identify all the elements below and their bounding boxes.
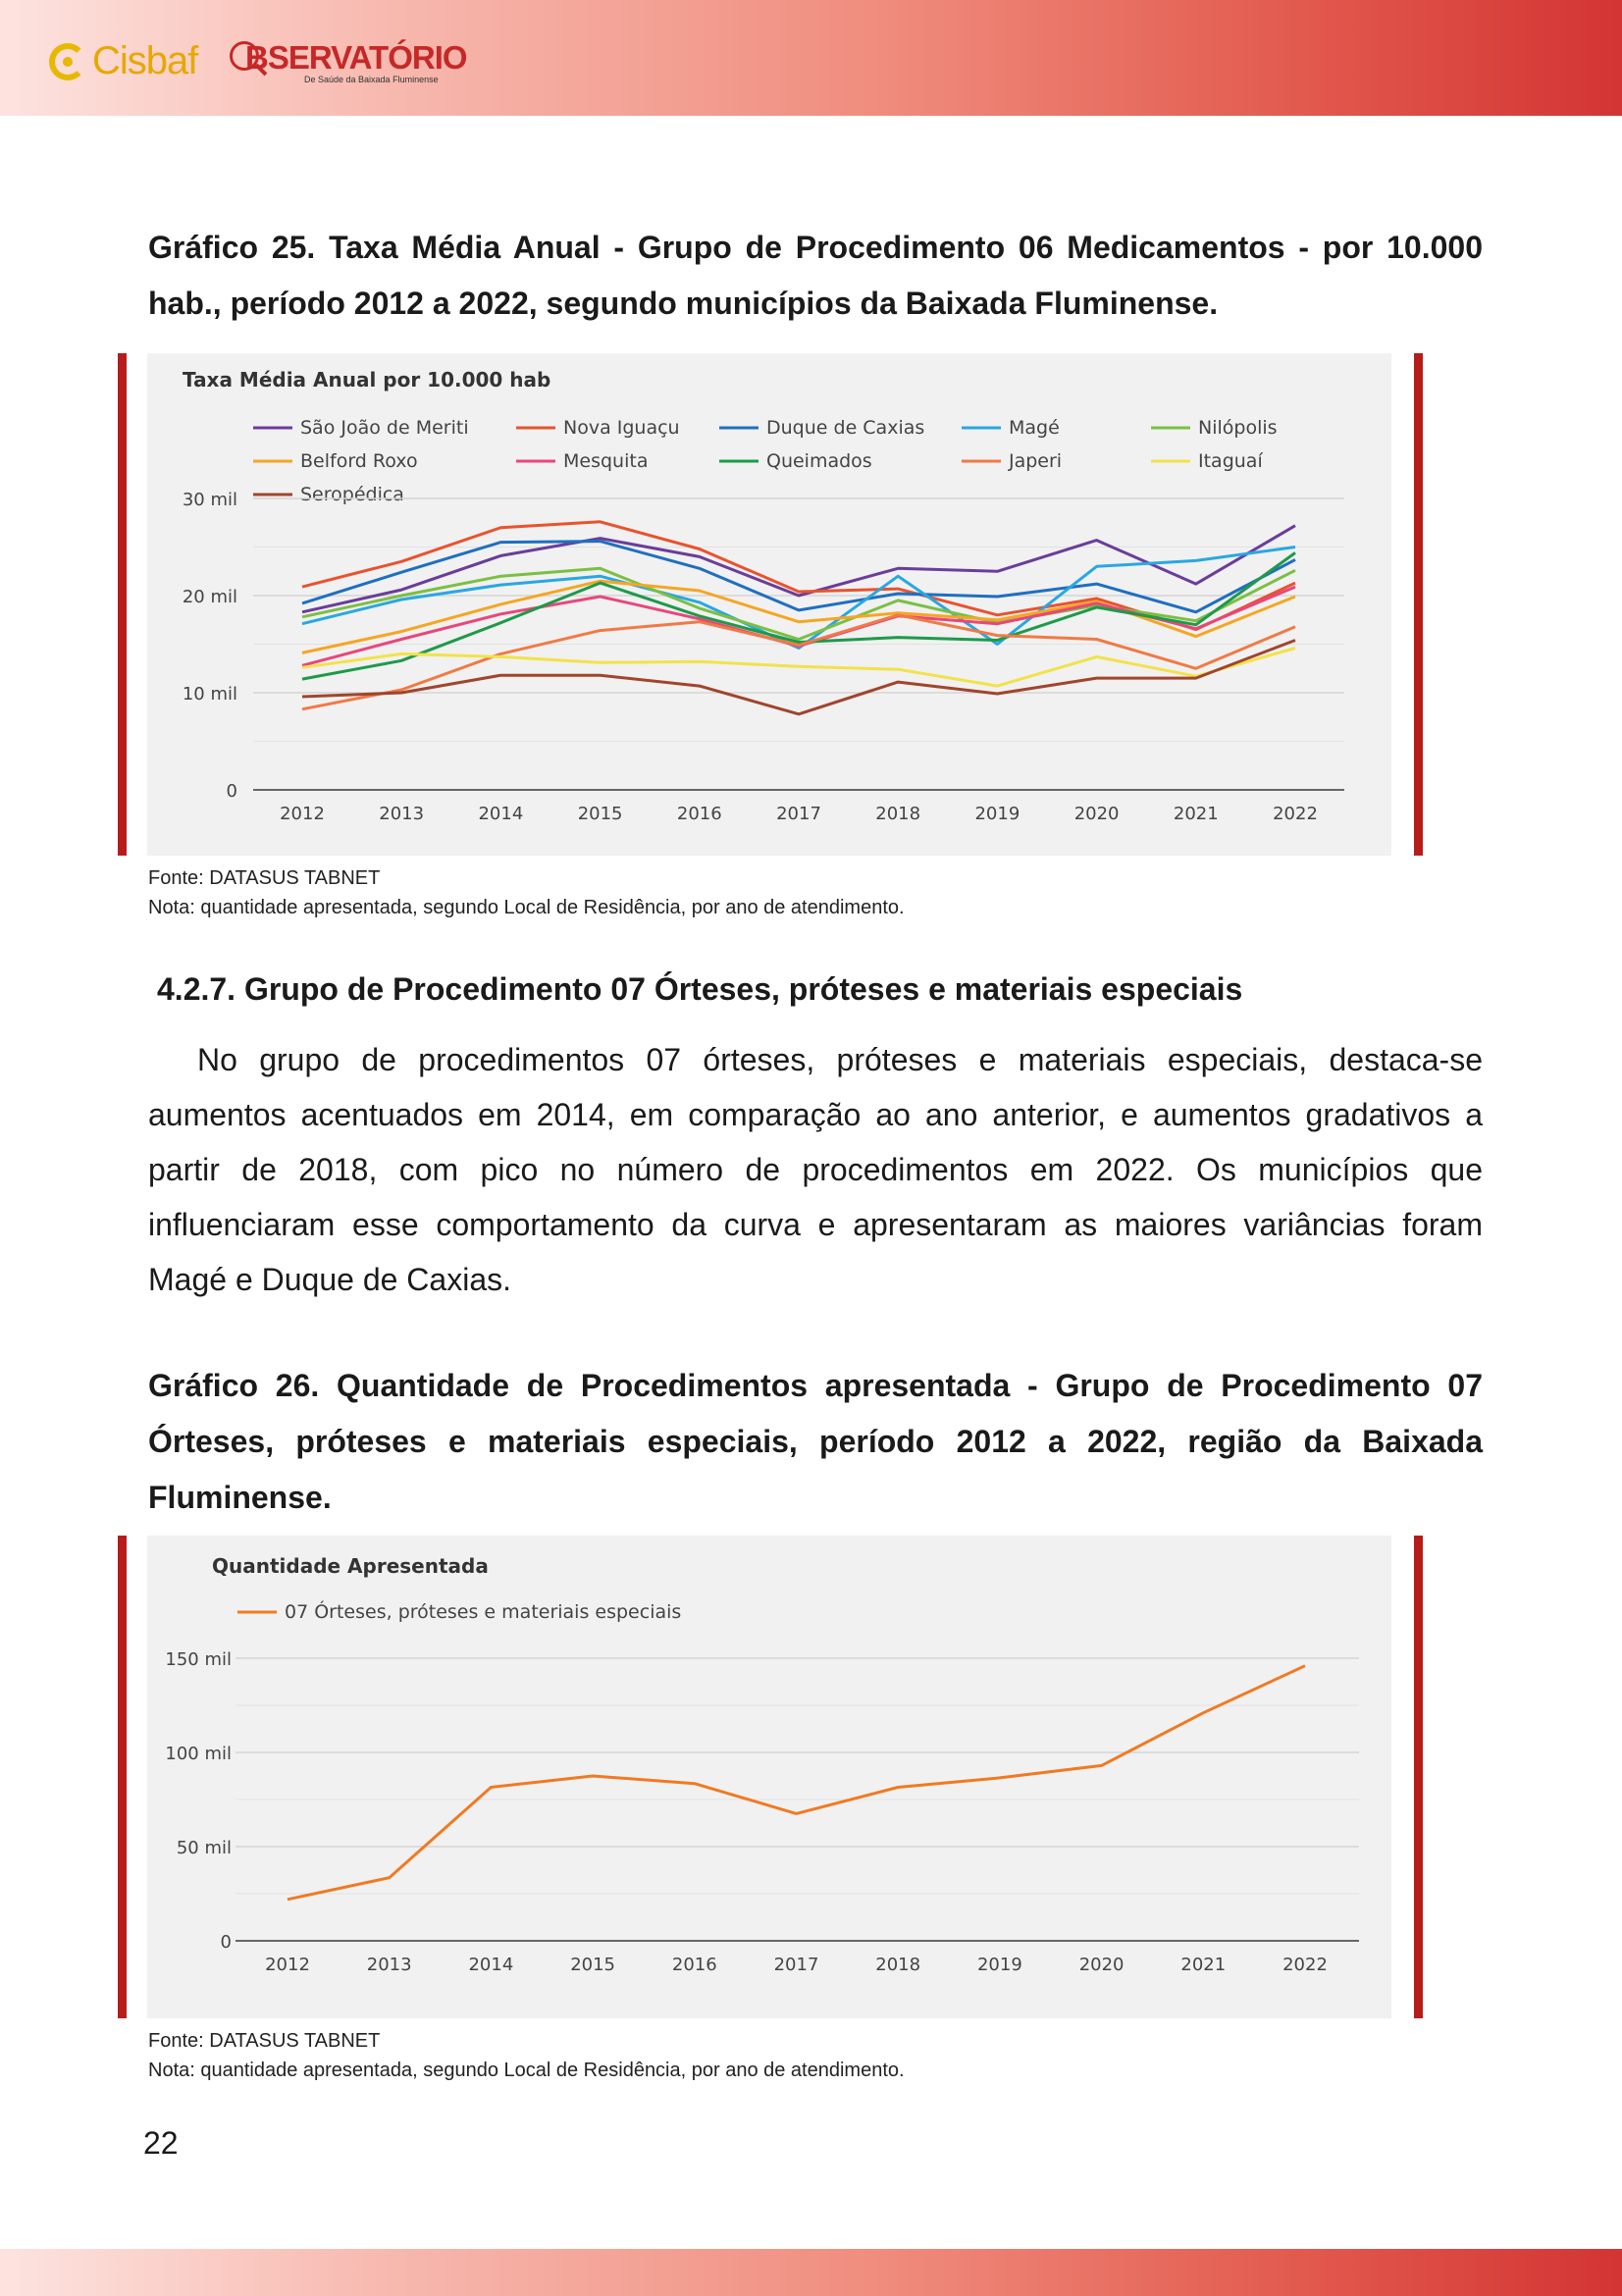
x-tick-label: 2015	[578, 804, 623, 824]
legend-label: Queimados	[766, 450, 872, 472]
figure25-caption: Gráfico 25. Taxa Média Anual - Grupo de …	[148, 230, 1483, 321]
series-line	[301, 540, 1296, 614]
y-tick-label: 50 mil	[177, 1838, 232, 1858]
cisbaf-logo-icon	[49, 42, 86, 80]
observatorio-logo-text: BSERVATÓRIO	[245, 39, 468, 76]
chart2-container: Quantidade Apresentada 07 Órteses, prótes…	[147, 1536, 1391, 2018]
series-line	[301, 566, 1296, 641]
chart-title: Quantidade Apresentada	[212, 1554, 489, 1578]
x-tick-label: 2020	[1074, 804, 1120, 824]
legend-label: 07 Órteses, próteses e materiais especia…	[285, 1599, 681, 1623]
x-tick-label: 2014	[468, 1955, 513, 1975]
figure26-source: Fonte: DATASUS TABNET	[148, 2030, 381, 2052]
chart2-svg: Quantidade Apresentada 07 Órteses, prótes…	[165, 1554, 1359, 1975]
figure26-caption: Gráfico 26. Quantidade de Procedimentos …	[148, 1368, 1483, 1515]
header-band	[0, 0, 1622, 116]
series-line	[301, 551, 1296, 681]
legend-label: Duque de Caxias	[766, 417, 924, 439]
x-tick-label: 2013	[379, 804, 424, 824]
footer-band	[0, 2249, 1622, 2296]
cisbaf-logo-text: Cisbaf	[92, 39, 198, 82]
figure25-source: Fonte: DATASUS TABNET	[148, 867, 381, 889]
y-tick-label: 0	[227, 781, 237, 802]
legend-label: São João de Meriti	[300, 417, 469, 439]
y-tick-label: 0	[221, 1932, 232, 1953]
x-tick-label: 2017	[774, 1955, 819, 1975]
y-tick-label: 20 mil	[183, 587, 237, 607]
legend-label: Seropédica	[300, 484, 404, 505]
legend-label: Itaguaí	[1198, 450, 1263, 472]
x-tick-label: 2022	[1273, 804, 1318, 824]
x-tick-label: 2019	[977, 1955, 1022, 1975]
legend-label: Nova Iguaçu	[563, 417, 680, 439]
x-tick-label: 2014	[478, 804, 523, 824]
legend-label: Magé	[1009, 417, 1060, 439]
x-tick-label: 2021	[1174, 804, 1219, 824]
x-tick-label: 2017	[776, 804, 821, 824]
legend-label: Belford Roxo	[300, 450, 418, 472]
chart-title: Taxa Média Anual por 10.000 hab	[183, 368, 550, 391]
observatorio-logo: BSERVATÓRIO De Saúde da Baixada Fluminen…	[230, 39, 468, 88]
x-tick-label: 2019	[974, 804, 1020, 824]
legend-label: Mesquita	[563, 450, 648, 472]
x-tick-label: 2016	[677, 804, 722, 824]
observatorio-logo-subtitle: De Saúde da Baixada Fluminense	[304, 75, 439, 84]
section-heading: 4.2.7. Grupo de Procedimento 07 Órteses,…	[157, 971, 1243, 1007]
x-tick-label: 2013	[367, 1955, 412, 1975]
chart1-svg: Taxa Média Anual por 10.000 hab São João …	[183, 368, 1344, 824]
figure25-frame	[118, 353, 1423, 856]
x-tick-label: 2012	[265, 1955, 310, 1975]
y-tick-label: 10 mil	[183, 684, 237, 704]
x-tick-label: 2016	[672, 1955, 717, 1975]
magnifier-icon	[230, 41, 259, 71]
legend-label: Nilópolis	[1198, 417, 1278, 439]
x-tick-label: 2018	[875, 1955, 920, 1975]
chart1-container: Taxa Média Anual por 10.000 hab São João …	[147, 353, 1391, 856]
y-tick-label: 150 mil	[165, 1649, 232, 1670]
section-paragraph: No grupo de procedimentos 07 órteses, pr…	[148, 1042, 1483, 1297]
x-tick-label: 2012	[280, 804, 325, 824]
series-line	[301, 520, 1296, 632]
figure25-note: Nota: quantidade apresentada, segundo Lo…	[148, 897, 905, 918]
series-line	[301, 613, 1296, 711]
figure26-frame	[118, 1536, 1423, 2018]
legend-label: Japeri	[1008, 450, 1062, 472]
x-tick-label: 2018	[875, 804, 920, 824]
cisbaf-logo: Cisbaf	[49, 39, 198, 83]
y-tick-label: 30 mil	[183, 490, 237, 510]
series-line	[301, 546, 1296, 650]
x-tick-label: 2022	[1282, 1955, 1328, 1975]
y-tick-label: 100 mil	[165, 1744, 232, 1764]
x-tick-label: 2021	[1180, 1955, 1226, 1975]
figure26-note: Nota: quantidade apresentada, segundo Lo…	[148, 2060, 905, 2081]
series-line	[301, 647, 1296, 688]
series-line	[301, 639, 1296, 716]
x-tick-label: 2015	[570, 1955, 615, 1975]
page-number: 22	[143, 2125, 179, 2161]
x-tick-label: 2020	[1079, 1955, 1125, 1975]
series-line	[301, 524, 1296, 614]
series-line	[287, 1664, 1306, 1902]
